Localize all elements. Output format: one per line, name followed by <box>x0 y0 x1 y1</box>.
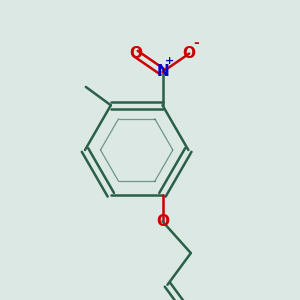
Text: N: N <box>156 64 169 80</box>
Text: -: - <box>194 36 200 50</box>
Text: O: O <box>156 214 169 229</box>
Text: O: O <box>129 46 142 61</box>
Text: O: O <box>183 46 196 61</box>
Text: +: + <box>165 56 174 66</box>
